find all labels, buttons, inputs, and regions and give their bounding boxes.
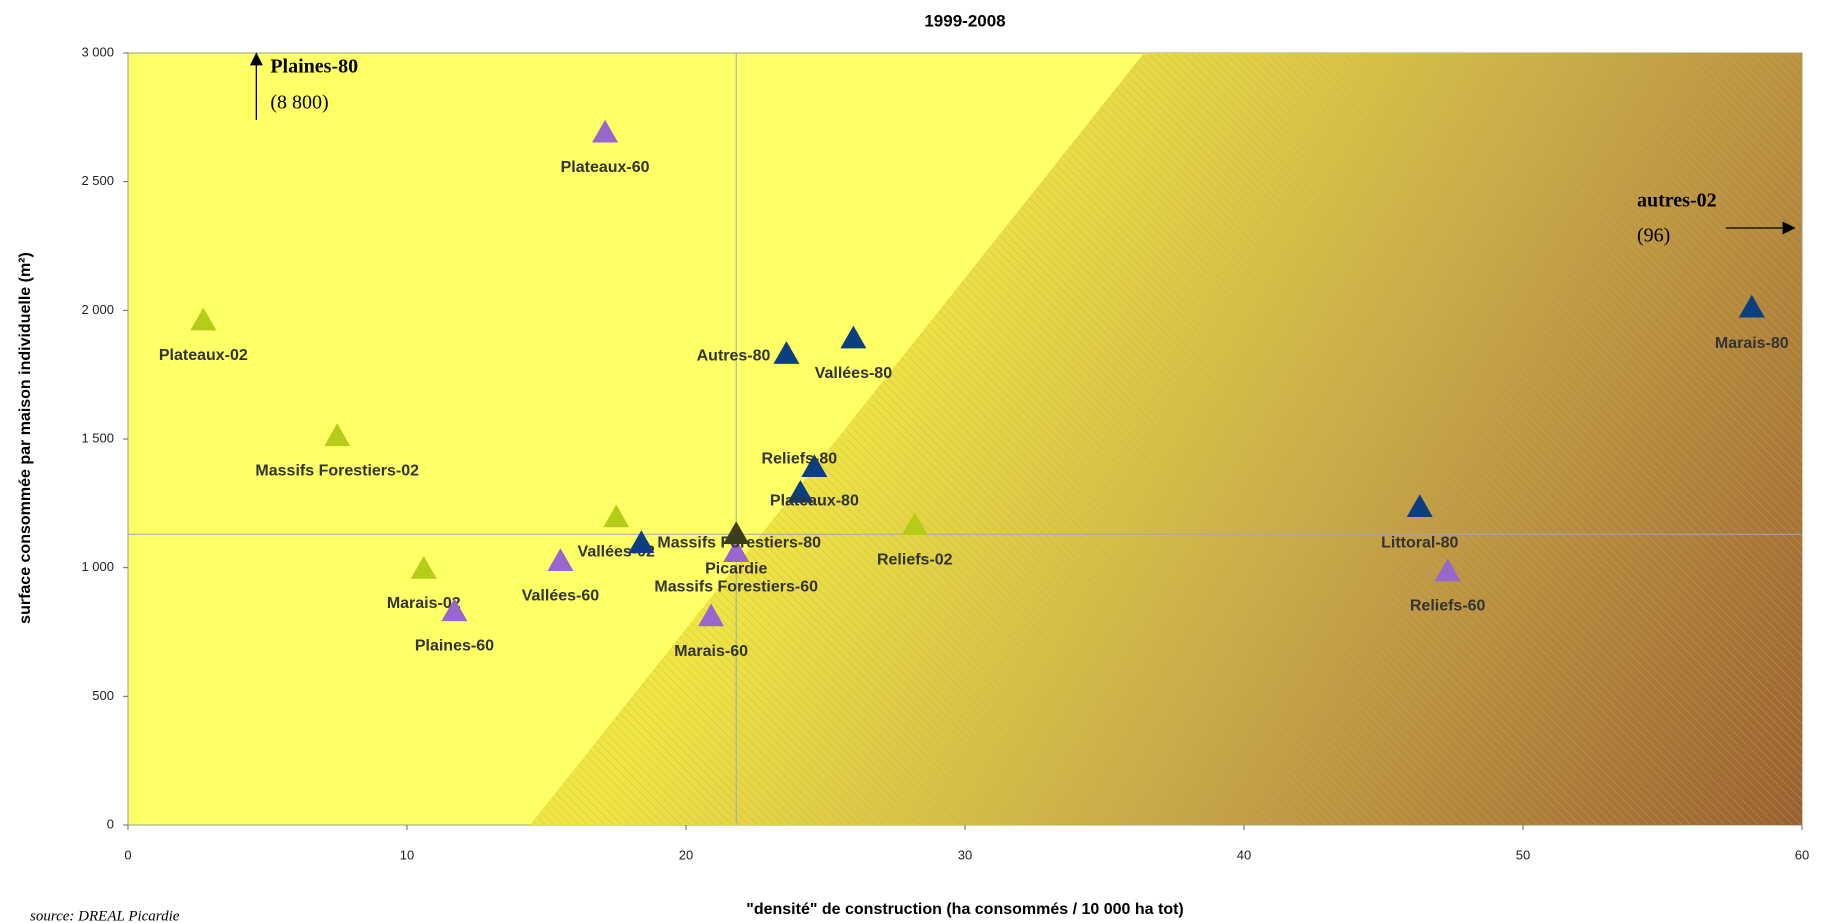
point-label: Reliefs-60 [1410, 598, 1486, 615]
point [840, 325, 867, 349]
point [1434, 558, 1461, 582]
point [1406, 494, 1433, 517]
y-tick-label: 0 [107, 816, 114, 831]
point-label: Plaines-60 [415, 638, 494, 655]
chart-title: 1999-2008 [924, 11, 1005, 30]
point-label: Marais-60 [674, 643, 748, 660]
x-tick-label: 40 [1237, 847, 1251, 862]
point-label: Plateaux-02 [159, 347, 248, 364]
point [787, 480, 814, 503]
point-label: Autres-80 [697, 347, 771, 364]
y-tick-label: 2 500 [81, 173, 114, 188]
point [628, 530, 655, 553]
x-tick-label: 0 [124, 847, 131, 862]
annotation-value: (8 800) [270, 92, 328, 114]
x-tick-label: 50 [1516, 847, 1530, 862]
point [410, 555, 437, 579]
point [603, 504, 630, 528]
point-label: Reliefs-80 [762, 451, 838, 468]
y-axis-label: surface consommée par maison individuell… [17, 252, 34, 624]
point-label: Massifs Forestiers-60 [654, 578, 818, 595]
point-label: Massifs Forestiers-02 [255, 463, 419, 480]
y-tick-label: 1 000 [81, 559, 114, 574]
hatch-zone [530, 53, 1802, 825]
point-label: Picardie [705, 560, 767, 577]
point-label: Marais-02 [387, 595, 461, 612]
point-label: Vallées-80 [815, 365, 893, 382]
annotation-value: (96) [1637, 225, 1670, 247]
annotation-label: Plaines-80 [270, 56, 358, 78]
y-tick-label: 3 000 [81, 44, 114, 59]
source: source: DREAL Picardie [30, 908, 180, 923]
point [441, 598, 468, 622]
point [592, 119, 619, 143]
point [190, 307, 217, 331]
x-tick-label: 20 [679, 847, 693, 862]
point [901, 512, 928, 535]
point [547, 548, 574, 571]
point-label: Plateaux-80 [770, 492, 859, 509]
point-label: Vallées-60 [522, 587, 600, 604]
point [723, 521, 750, 544]
point-label: Plateaux-60 [561, 159, 650, 176]
y-tick-label: 2 000 [81, 302, 114, 317]
point-label: Littoral-80 [1381, 534, 1458, 551]
point-label: Marais-80 [1715, 335, 1789, 352]
y-tick-label: 1 500 [81, 430, 114, 445]
x-tick-label: 60 [1795, 847, 1809, 862]
point [801, 454, 828, 478]
y-tick-label: 500 [92, 688, 114, 703]
annotation-label: autres-02 [1637, 190, 1717, 212]
x-tick-label: 30 [958, 847, 972, 862]
point-label: Reliefs-02 [877, 551, 953, 568]
point [698, 603, 725, 627]
x-axis-label: "densité" de construction (ha consommés … [746, 901, 1184, 918]
point [723, 539, 750, 562]
point [1738, 294, 1765, 318]
point [773, 341, 800, 364]
point [324, 423, 351, 447]
x-tick-label: 10 [400, 847, 414, 862]
